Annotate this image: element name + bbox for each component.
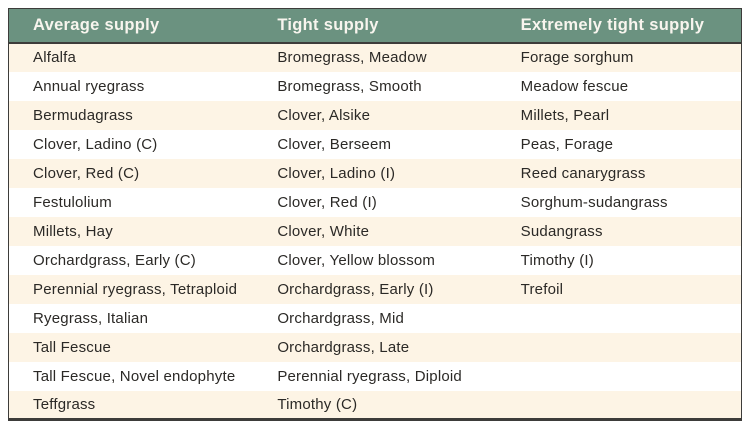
table-cell: Orchardgrass, Mid (253, 303, 497, 333)
table-cell: Clover, Alsike (253, 100, 497, 130)
table-cell: Sorghum-sudangrass (496, 187, 742, 217)
header-tight-supply: Tight supply (253, 8, 497, 44)
table-cell (496, 303, 742, 333)
table-cell (496, 332, 742, 362)
table-cell (496, 361, 742, 391)
table-cell: Orchardgrass, Early (C) (8, 245, 254, 275)
header-row: Average supply Tight supply Extremely ti… (8, 8, 742, 44)
table-cell: Meadow fescue (496, 71, 742, 101)
table-cell: Clover, Yellow blossom (253, 245, 497, 275)
table-cell: Alfalfa (8, 42, 254, 72)
table-cell: Millets, Hay (8, 216, 254, 246)
table-cell: Clover, Berseem (253, 129, 497, 159)
table-row: Alfalfa Bromegrass, Meadow Forage sorghum (8, 42, 742, 72)
table-cell: Sudangrass (496, 216, 742, 246)
table-row: Festulolium Clover, Red (I) Sorghum-sudang… (8, 187, 742, 217)
table-row: Tall Fescue Orchardgrass, Late (8, 332, 742, 362)
table-cell: Bromegrass, Meadow (253, 42, 497, 72)
table-row: Perennial ryegrass, Tetraploid Orchardgra… (8, 274, 742, 304)
table-cell: Peas, Forage (496, 129, 742, 159)
table-cell: Clover, White (253, 216, 497, 246)
table-cell: Reed canarygrass (496, 158, 742, 188)
table-cell: Festulolium (8, 187, 254, 217)
table-cell: Orchardgrass, Early (I) (253, 274, 497, 304)
table-row: Bermudagrass Clover, Alsike Millets, Pearl (8, 100, 742, 130)
table-cell: Bromegrass, Smooth (253, 71, 497, 101)
table-row: Teffgrass Timothy (C) (8, 390, 742, 420)
table-row: Clover, Ladino (C) Clover, Berseem Peas, F… (8, 129, 742, 159)
table-cell: Forage sorghum (496, 42, 742, 72)
table-cell: Clover, Red (I) (253, 187, 497, 217)
table-cell: Clover, Red (C) (8, 158, 254, 188)
table-cell: Perennial ryegrass, Tetraploid (8, 274, 254, 304)
table-cell: Ryegrass, Italian (8, 303, 254, 333)
table-cell: Perennial ryegrass, Diploid (253, 361, 497, 391)
table-row: Millets, Hay Clover, White Sudangrass (8, 216, 742, 246)
table-row: Clover, Red (C) Clover, Ladino (I) Reed ca… (8, 158, 742, 188)
table-row: Orchardgrass, Early (C) Clover, Yellow bl… (8, 245, 742, 275)
table-cell: Orchardgrass, Late (253, 332, 497, 362)
table-cell: Annual ryegrass (8, 71, 254, 101)
table-body: Alfalfa Bromegrass, Meadow Forage sorghum A… (8, 42, 742, 420)
table-header: Average supply Tight supply Extremely ti… (8, 8, 742, 44)
forage-supply-table: Average supply Tight supply Extremely ti… (8, 8, 742, 421)
header-extremely-tight-supply: Extremely tight supply (496, 8, 742, 44)
table-cell (496, 390, 742, 420)
table-cell: Millets, Pearl (496, 100, 742, 130)
table-cell: Teffgrass (8, 390, 254, 420)
table-cell: Clover, Ladino (I) (253, 158, 497, 188)
table-cell: Timothy (C) (253, 390, 497, 420)
table-row: Ryegrass, Italian Orchardgrass, Mid (8, 303, 742, 333)
table-row: Tall Fescue, Novel endophyte Perennial ry… (8, 361, 742, 391)
table-cell: Clover, Ladino (C) (8, 129, 254, 159)
table-cell: Timothy (I) (496, 245, 742, 275)
table-cell: Tall Fescue, Novel endophyte (8, 361, 254, 391)
table-cell: Trefoil (496, 274, 742, 304)
table-cell: Bermudagrass (8, 100, 254, 130)
table-cell: Tall Fescue (8, 332, 254, 362)
header-average-supply: Average supply (8, 8, 254, 44)
table-row: Annual ryegrass Bromegrass, Smooth Meadow … (8, 71, 742, 101)
